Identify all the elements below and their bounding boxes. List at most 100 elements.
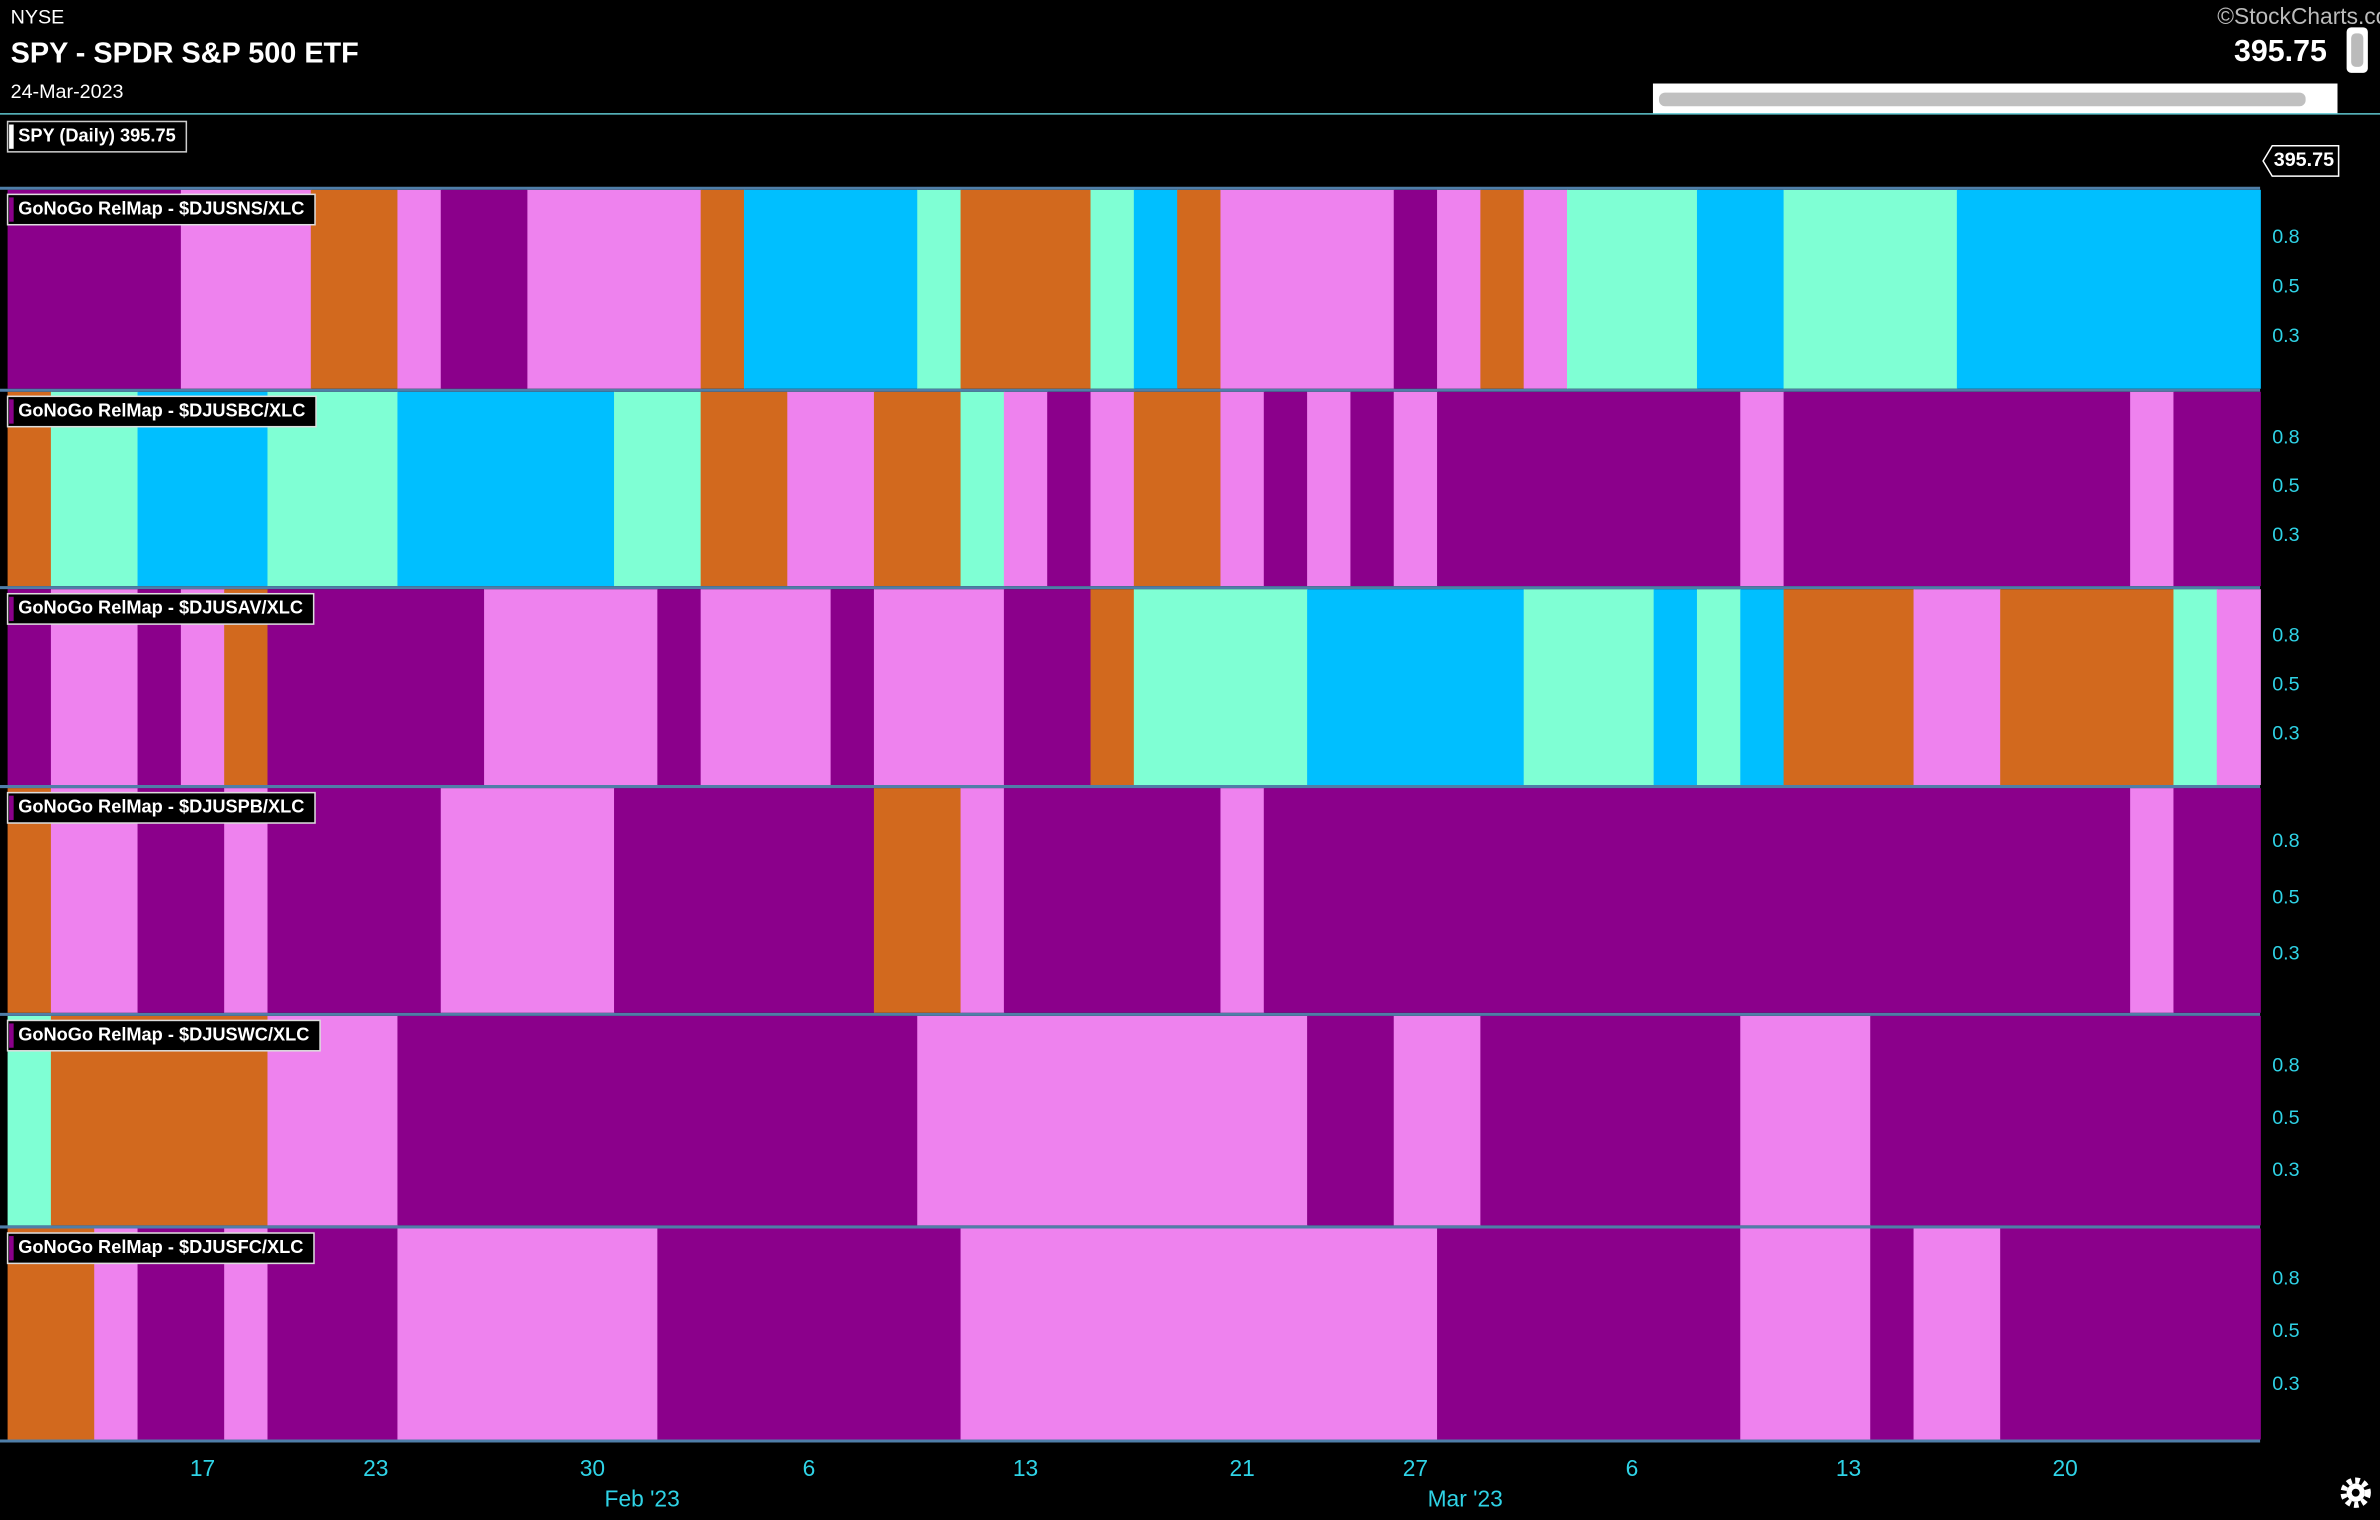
relmap-block [1307, 391, 1352, 587]
relmap-block [960, 1228, 1438, 1440]
y-tick-label: 0.5 [2272, 1320, 2299, 1342]
relmap-block [657, 1228, 962, 1440]
relmap-block [1307, 1015, 1395, 1226]
panel-label-box [6, 395, 317, 428]
relmap-block [1870, 1228, 1915, 1440]
relmap-block [1523, 189, 1568, 389]
relmap-block [1220, 189, 1395, 389]
relmap-block [787, 391, 875, 587]
panel-label: GoNoGo RelMap - $DJUSPB/XLC [18, 797, 304, 817]
relmap-block [1696, 189, 1785, 389]
relmap-block [2130, 391, 2175, 587]
relmap-block [440, 189, 529, 389]
relmap-block [310, 189, 399, 389]
relmap-block [1783, 589, 1915, 786]
relmap-block [224, 788, 269, 1013]
relmap-block [1263, 788, 2131, 1013]
relmap-block [1437, 189, 1482, 389]
relmap-block [1913, 589, 2001, 786]
panel-label-box [6, 1232, 315, 1265]
relmap-block [743, 189, 919, 389]
panel-label: GoNoGo RelMap - $DJUSWC/XLC [18, 1024, 309, 1044]
relmap-block [614, 391, 702, 587]
x-tick-label: 13 [1836, 1455, 1861, 1481]
relmap-block [1177, 189, 1222, 389]
relmap-block [1523, 589, 1655, 786]
y-tick-label: 0.5 [2272, 673, 2299, 695]
panel-label: GoNoGo RelMap - $DJUSNS/XLC [18, 198, 304, 218]
relmap-block [1393, 189, 1438, 389]
x-tick-label: 27 [1403, 1455, 1428, 1481]
relmap-block [657, 589, 702, 786]
price-tag-text: 395.75 [2274, 149, 2334, 171]
relmap-block [1393, 1015, 1482, 1226]
relmap-block [2216, 589, 2261, 786]
panel-label: GoNoGo RelMap - $DJUSBC/XLC [18, 400, 305, 420]
relmap-block [1783, 391, 2131, 587]
x-tick-label: 6 [1626, 1455, 1639, 1481]
relmap-block [1480, 189, 1525, 389]
relmap-block [1740, 589, 1785, 786]
relmap-block [700, 589, 832, 786]
relmap-block [397, 1015, 919, 1226]
legend-text: SPY (Daily) 395.75 [18, 125, 175, 145]
relmap-block [873, 589, 1005, 786]
relmap-block [1740, 391, 1785, 587]
y-tick-label: 0.3 [2272, 943, 2299, 965]
relmap-block [397, 1228, 659, 1440]
relmap-block [2130, 788, 2175, 1013]
relmap-block [1003, 788, 1222, 1013]
relmap-block [1437, 1228, 1742, 1440]
relmap-block [873, 788, 962, 1013]
y-tick-label: 0.3 [2272, 722, 2299, 744]
panel-label: GoNoGo RelMap - $DJUSAV/XLC [18, 598, 303, 618]
relmap-block [1047, 391, 1092, 587]
relmap-block [1567, 189, 1698, 389]
relmap-block [397, 189, 442, 389]
y-tick-label: 0.8 [2272, 1267, 2299, 1289]
y-tick-label: 0.8 [2272, 427, 2299, 449]
gear-teeth [2340, 1477, 2371, 1508]
relmap-block [1307, 589, 1525, 786]
relmap-block [960, 189, 1092, 389]
settings-icon[interactable] [2340, 1477, 2371, 1508]
y-tick-label: 0.8 [2272, 226, 2299, 248]
relmap-block [1956, 189, 2261, 389]
y-tick-label: 0.5 [2272, 475, 2299, 497]
panel-label-swatch [9, 1023, 14, 1048]
relmap-block [614, 788, 875, 1013]
relmap-block [2173, 391, 2261, 587]
x-tick-label: 20 [2053, 1455, 2078, 1481]
relmap-block [440, 788, 615, 1013]
relmap-block [1133, 589, 1308, 786]
v-scrollbar-thumb[interactable] [2351, 33, 2364, 67]
relmap-block [1090, 189, 1135, 389]
panel-label-swatch [9, 399, 14, 424]
price: 395.75 [2234, 35, 2327, 68]
legend-box [6, 120, 188, 153]
relmap-block [1220, 788, 1265, 1013]
relmap-block [873, 391, 962, 587]
relmap-block [2173, 589, 2218, 786]
panel-label-box [6, 791, 316, 824]
panel-label-box [6, 193, 316, 226]
relmap-block [1437, 391, 1742, 587]
relmap-block [1480, 1015, 1742, 1226]
relmap-block [527, 189, 702, 389]
relmap-block [1220, 391, 1265, 587]
y-tick-label: 0.8 [2272, 830, 2299, 852]
panel-label-swatch [9, 596, 14, 622]
relmap-block [1653, 589, 1698, 786]
relmap-block [484, 589, 659, 786]
scrollbar-thumb[interactable] [1659, 92, 2306, 107]
relmap-block [917, 1015, 1308, 1226]
relmap-block [137, 788, 225, 1013]
y-tick-label: 0.8 [2272, 1054, 2299, 1076]
relmap-block [2000, 1228, 2261, 1440]
relmap-block [1870, 1015, 2261, 1226]
relmap-block [1696, 589, 1742, 786]
relmap-block [960, 391, 1005, 587]
relmap-block [2000, 589, 2175, 786]
exchange: NYSE [11, 6, 65, 28]
